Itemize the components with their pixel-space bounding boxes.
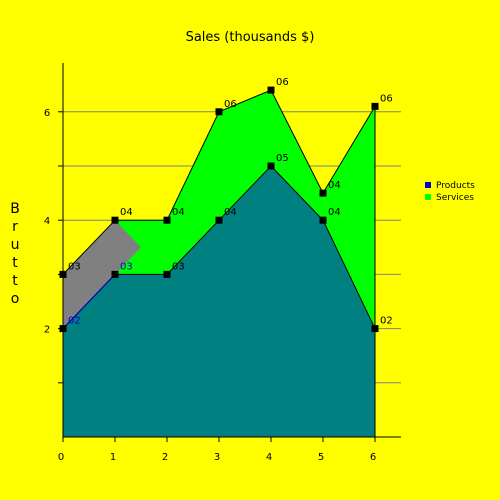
products-point-marker: [319, 216, 327, 224]
products-data-label: 03: [120, 261, 133, 272]
y-axis-label-char: u: [11, 237, 20, 253]
x-tick-label: 5: [318, 452, 324, 463]
y-tick-label: 6: [44, 108, 50, 119]
x-tick-labels: 0 1 2 3 4 5 6: [58, 452, 376, 463]
y-tick-labels: 2 4 6: [44, 108, 50, 336]
services-data-label: 04: [328, 180, 341, 191]
services-data-label: 03: [68, 261, 81, 272]
x-tick-label: 6: [370, 452, 376, 463]
services-data-label: 04: [120, 207, 133, 218]
products-line-highlight: [62, 274, 116, 329]
products-point-marker: [59, 325, 67, 333]
legend-label: Services: [436, 193, 474, 203]
products-point-marker: [371, 325, 379, 333]
y-axis-label-char: t: [12, 273, 18, 289]
legend-swatch: [425, 182, 431, 188]
y-axis-label-char: o: [11, 291, 20, 307]
y-tick-label: 2: [44, 325, 50, 336]
point-markers: [59, 86, 379, 333]
services-data-label: 06: [380, 93, 393, 104]
legend: Products Services: [425, 181, 475, 203]
x-tick-label: 4: [266, 452, 272, 463]
services-data-label: 06: [224, 99, 237, 110]
services-point-marker: [371, 102, 379, 110]
products-data-label: 04: [328, 207, 341, 218]
legend-label: Products: [436, 181, 475, 191]
products-point-marker: [163, 270, 171, 278]
products-point-marker: [111, 270, 119, 278]
chart-title: Sales (thousands $): [186, 30, 315, 45]
x-tick-label: 2: [162, 452, 168, 463]
products-point-marker: [267, 162, 275, 170]
services-point-marker: [319, 189, 327, 197]
products-data-label: 03: [172, 261, 185, 272]
products-data-label: 02: [380, 316, 393, 327]
services-data-label: 06: [276, 77, 289, 88]
products-data-label: 02: [68, 316, 81, 327]
x-tick-label: 1: [110, 452, 116, 463]
services-point-marker: [267, 86, 275, 94]
y-tick-label: 4: [44, 216, 50, 227]
products-point-marker: [215, 216, 223, 224]
y-axis-label-char: r: [12, 219, 18, 235]
legend-swatch: [425, 194, 431, 200]
y-axis-label-char: t: [12, 255, 18, 271]
overlap-area: [63, 220, 141, 329]
services-data-label: 04: [172, 207, 185, 218]
services-point-marker: [111, 216, 119, 224]
services-point-marker: [163, 216, 171, 224]
products-data-label: 04: [224, 207, 237, 218]
products-area: [63, 165, 375, 437]
data-labels: 03 04 04 06 06 04 06 02 03 03 04 05 04 02: [68, 77, 393, 326]
x-tick-label: 3: [214, 452, 220, 463]
x-tick-label: 0: [58, 452, 64, 463]
products-data-label: 05: [276, 153, 289, 164]
services-point-marker: [59, 270, 67, 278]
services-point-marker: [215, 108, 223, 116]
y-axis-label-char: B: [10, 201, 20, 217]
area-fills: [63, 90, 375, 438]
